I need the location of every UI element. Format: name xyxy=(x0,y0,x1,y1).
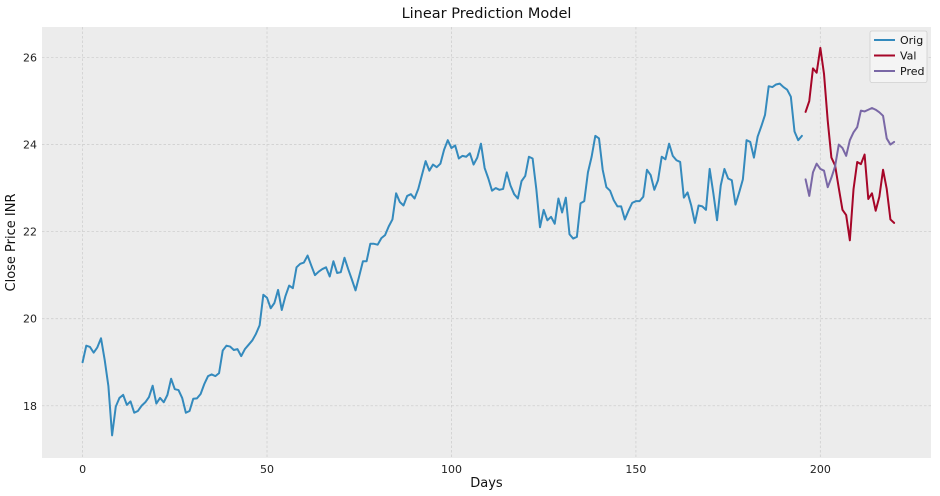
x-tick-label: 200 xyxy=(810,463,831,476)
y-tick-label: 20 xyxy=(23,313,37,326)
series-line-orig xyxy=(81,82,803,437)
series-line-val xyxy=(804,46,896,242)
legend-label-val: Val xyxy=(900,50,916,63)
plot-area xyxy=(42,27,931,458)
chart-title: Linear Prediction Model xyxy=(402,6,572,22)
x-tick-label: 150 xyxy=(625,463,646,476)
axis-ticks: 0 50 100 150 200 18 20 22 24 26 xyxy=(23,51,831,476)
legend-box xyxy=(869,30,928,83)
x-tick-label: 100 xyxy=(441,463,462,476)
x-tick-label: 50 xyxy=(260,463,274,476)
legend-label-pred: Pred xyxy=(900,65,924,78)
y-tick-label: 22 xyxy=(23,226,37,239)
y-tick-label: 26 xyxy=(23,51,37,64)
y-tick-label: 18 xyxy=(23,400,37,413)
x-axis-title: Days xyxy=(470,476,503,491)
legend-label-orig: Orig xyxy=(900,34,923,47)
series-lines xyxy=(81,46,896,437)
series-line-pred xyxy=(804,106,896,197)
y-axis-title: Close Price INR xyxy=(4,194,19,292)
legend: Orig Val Pred xyxy=(869,30,928,83)
y-tick-label: 24 xyxy=(23,139,37,152)
x-tick-label: 0 xyxy=(79,463,86,476)
